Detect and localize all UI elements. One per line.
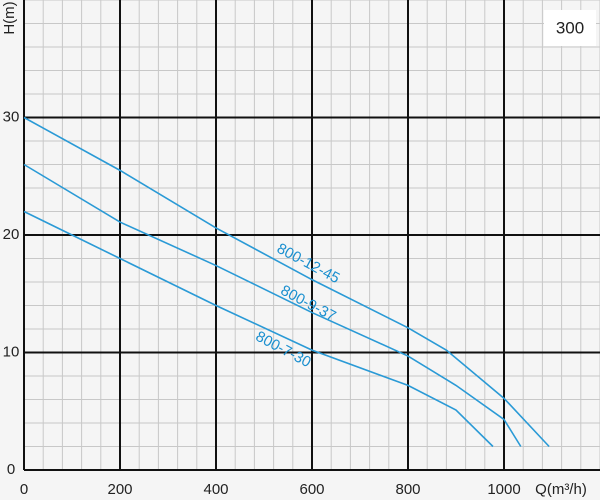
x-axis-label: Q(m³/h) [535,481,587,498]
x-tick-label: 0 [20,481,28,498]
x-tick-label: 400 [203,481,228,498]
y-tick-label: 30 [3,108,20,125]
y-tick-label: 0 [7,461,15,478]
model-label: 300 [556,18,584,37]
y-tick-label: 10 [3,343,20,360]
y-axis-label: H(m) [1,1,18,34]
curve [23,210,494,448]
y-tick-label: 20 [3,226,20,243]
curve [23,116,550,448]
x-tick-label: 1000 [487,481,520,498]
x-tick-label: 200 [107,481,132,498]
grid: 0 200 400 600 800 1000 0 10 20 30 [3,0,600,498]
curve [23,163,522,447]
model-box [544,10,596,46]
x-tick-label: 600 [299,481,324,498]
x-tick-label: 800 [395,481,420,498]
